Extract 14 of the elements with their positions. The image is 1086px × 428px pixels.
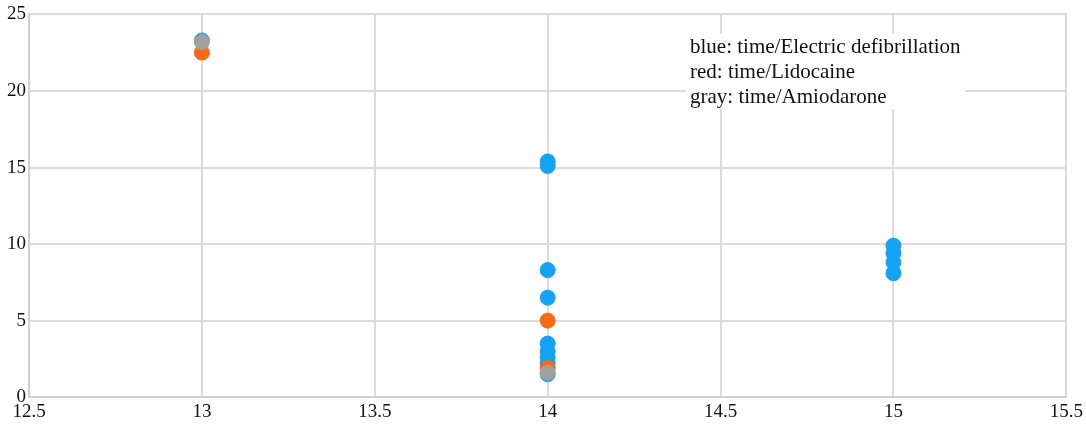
x-tick-label: 13	[192, 399, 212, 421]
x-tick-label: 15.5	[1049, 399, 1083, 421]
x-tick-label: 13.5	[358, 399, 392, 421]
annotation: blue: time/Electric defibrillation	[690, 34, 961, 59]
annotation: gray: time/Amiodarone	[690, 84, 888, 109]
y-tick-label: 25	[7, 2, 26, 24]
x-tick-label: 15	[883, 399, 903, 421]
y-tick-label: 15	[7, 155, 26, 177]
annotation: red: time/Lidocaine	[690, 59, 857, 84]
x-tick-label: 14.5	[703, 399, 738, 421]
y-tick-label: 10	[7, 232, 26, 254]
x-tick-label: 14	[538, 399, 558, 421]
y-tick-label: 5	[16, 308, 26, 330]
y-tick-label: 20	[7, 78, 26, 100]
